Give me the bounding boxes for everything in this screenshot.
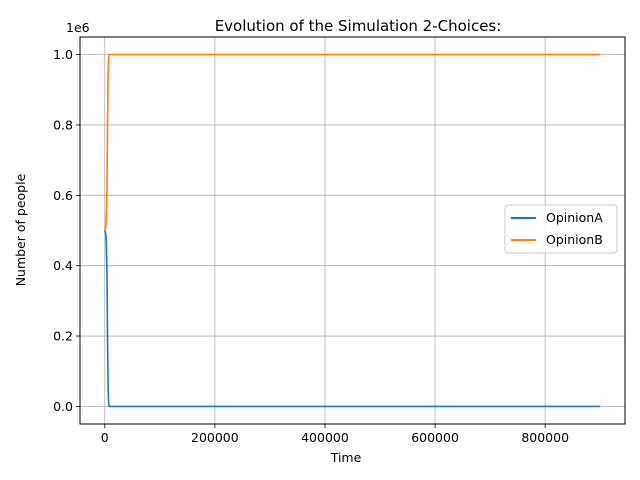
x-tick-label: 200000 [191,430,239,445]
legend-label-opiniona: OpinionA [546,210,603,225]
y-tick-label: 0.0 [53,399,73,414]
y-offset-text: 1e6 [66,20,90,35]
y-tick-label: 0.2 [53,329,73,344]
chart-title: Evolution of the Simulation 2-Choices: [215,17,502,35]
y-tick-label: 1.0 [53,47,73,62]
x-tick-label: 0 [101,430,109,445]
y-tick-label: 0.4 [53,258,73,273]
x-tick-label: 400000 [301,430,349,445]
x-tick-label: 800000 [521,430,569,445]
series-line-opiniona [104,230,601,408]
plot-frame [79,36,626,425]
series-line-opinionb [104,53,601,231]
y-tick-label: 0.6 [53,188,73,203]
y-axis-label: Number of people [13,173,28,286]
series-layer [104,53,601,408]
legend-label-opinionb: OpinionB [546,232,603,247]
x-tick-label: 600000 [411,430,459,445]
x-axis-label: Time [330,450,362,465]
legend: OpinionA OpinionB [504,204,618,254]
y-tick-label: 0.8 [53,117,73,132]
ticks: 0 200000 400000 600000 800000 0.0 0.2 0.4 0.6 0.8… [53,47,569,445]
